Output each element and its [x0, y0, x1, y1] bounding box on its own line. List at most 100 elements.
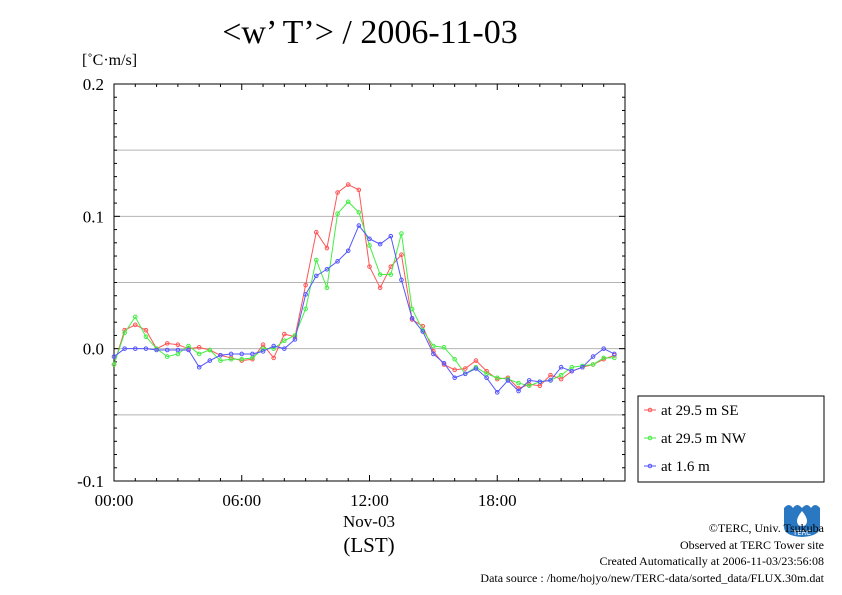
- data-point-series-3: [111, 354, 117, 359]
- data-point-series-1: [313, 229, 319, 235]
- data-point-series-1: [473, 358, 479, 363]
- data-point-series-1: [196, 345, 202, 350]
- chart-title: <w’ T’> / 2006-11-03: [222, 14, 518, 51]
- data-point-series-2: [282, 338, 287, 344]
- data-point-series-3: [239, 351, 245, 357]
- data-point-series-1: [516, 386, 521, 391]
- data-point-series-1: [367, 264, 372, 269]
- data-point-series-3: [516, 388, 521, 394]
- legend-label: at 29.5 m NW: [661, 431, 747, 447]
- data-point-series-3: [207, 358, 213, 363]
- x-tick-label: 00:00: [95, 491, 134, 510]
- legend-swatch-marker: [647, 407, 653, 413]
- data-point-series-3: [164, 347, 170, 353]
- y-tick-label: 0.1: [83, 207, 104, 226]
- y-units-label: [˚C·m/s]: [82, 52, 138, 69]
- data-source-text: Data source : /home/hojyo/new/TERC-data/…: [480, 570, 824, 585]
- data-point-series-3: [494, 390, 500, 395]
- data-point-series-3: [271, 343, 276, 349]
- data-point-series-3: [463, 371, 468, 377]
- legend-label: at 1.6 m: [661, 459, 710, 475]
- data-point-series-2: [122, 330, 127, 336]
- data-point-series-2: [335, 211, 340, 216]
- x-tick-label: 06:00: [222, 491, 261, 510]
- data-point-series-1: [463, 366, 468, 371]
- data-point-series-3: [122, 346, 127, 351]
- data-point-series-3: [441, 360, 447, 366]
- created-text: Created Automatically at 2006-11-03/23:5…: [599, 554, 824, 568]
- y-tick-label: 0.0: [83, 340, 104, 359]
- data-point-series-1: [548, 372, 553, 378]
- data-point-series-1: [282, 331, 287, 337]
- x-tick-label: 12:00: [350, 491, 389, 510]
- data-point-series-3: [473, 366, 479, 371]
- axes: 00:00 06:00 12:00 18:00 -0.1 0.0 0.1 0.2: [77, 75, 626, 510]
- data-point-series-2: [452, 356, 457, 362]
- data-point-series-3: [409, 315, 415, 321]
- data-point-series-3: [260, 349, 266, 354]
- data-point-series-3: [580, 364, 585, 370]
- x-tick-label: 18:00: [478, 491, 517, 510]
- logo-text: TERC: [792, 529, 811, 537]
- data-point-series-1: [175, 342, 181, 347]
- data-point-series-2: [441, 345, 447, 350]
- data-point-series-3: [143, 346, 149, 351]
- data-point-series-2: [239, 356, 245, 362]
- data-point-series-2: [377, 272, 383, 277]
- data-point-series-2: [356, 210, 362, 215]
- series-line-3: [113, 224, 615, 394]
- data-point-series-3: [356, 223, 362, 228]
- data-point-series-3: [377, 241, 383, 247]
- data-point-series-3: [452, 375, 457, 381]
- data-point-series-3: [132, 346, 138, 351]
- data-point-series-1: [484, 368, 489, 374]
- data-point-series-1: [303, 282, 308, 288]
- data-point-series-3: [313, 273, 319, 279]
- data-point-series-1: [164, 341, 170, 346]
- terc-logo: TERC: [784, 505, 820, 537]
- data-point-series-3: [175, 347, 181, 353]
- data-point-series-2: [324, 285, 330, 291]
- legend-label: at 29.5 m SE: [661, 403, 739, 419]
- data-point-series-2: [303, 306, 308, 312]
- data-point-series-2: [399, 231, 404, 236]
- data-point-series-3: [345, 248, 351, 254]
- data-point-series-2: [601, 355, 607, 361]
- x-axis-label: (LST): [343, 533, 394, 557]
- data-point-series-2: [345, 199, 351, 205]
- data-point-series-1: [356, 187, 362, 193]
- data-point-series-3: [335, 259, 340, 264]
- legend-swatch-marker: [647, 463, 653, 469]
- data-point-series-1: [399, 252, 404, 258]
- credits-block: ©TERC, Univ. Tsukuba Observed at TERC To…: [480, 520, 824, 586]
- data-point-series-2: [271, 346, 276, 351]
- data-point-series-3: [154, 347, 159, 353]
- data-point-series-2: [260, 346, 266, 351]
- data-point-series-2: [526, 383, 532, 389]
- data-point-series-2: [558, 372, 564, 378]
- data-point-series-1: [452, 367, 457, 373]
- data-point-series-2: [218, 358, 223, 363]
- data-point-series-2: [207, 347, 213, 353]
- data-point-series-1: [324, 245, 330, 251]
- data-point-series-3: [569, 368, 575, 374]
- data-point-series-3: [548, 378, 553, 383]
- data-point-series-3: [537, 379, 543, 385]
- x-date-label: Nov-03: [343, 512, 395, 531]
- observed-text: Observed at TERC Tower site: [679, 537, 824, 552]
- data-point-series-3: [196, 364, 202, 370]
- data-point-series-2: [590, 362, 596, 367]
- data-point-series-3: [612, 351, 617, 357]
- data-point-series-3: [282, 346, 287, 351]
- data-point-series-1: [132, 322, 138, 328]
- legend: at 29.5 m SE at 29.5 m NW at 1.6 m: [637, 395, 825, 483]
- data-point-series-1: [143, 327, 149, 333]
- data-point-series-3: [303, 292, 308, 297]
- data-point-series-2: [164, 354, 170, 359]
- y-tick-label: -0.1: [77, 472, 104, 491]
- data-point-series-2: [228, 356, 234, 362]
- data-point-series-1: [377, 285, 383, 291]
- series-line-1: [113, 183, 615, 389]
- data-point-series-3: [526, 378, 532, 383]
